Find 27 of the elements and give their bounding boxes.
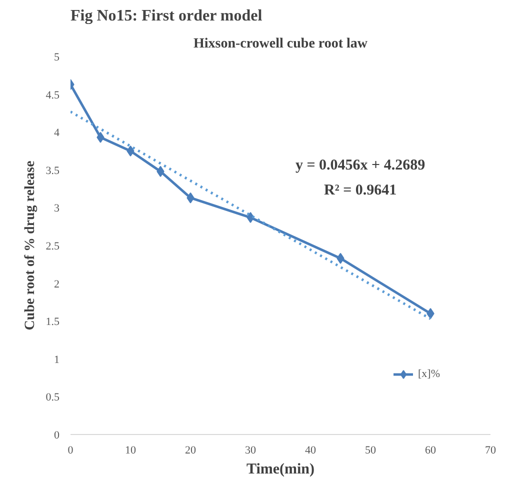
x-tick-label: 30 — [245, 444, 256, 456]
x-tick-label: 20 — [185, 444, 196, 456]
y-tick-label: 0.5 — [46, 392, 60, 404]
y-tick-label: 2.5 — [46, 240, 60, 252]
annotation: R² = 0.9641 — [324, 182, 397, 198]
x-tick-label: 40 — [305, 444, 316, 456]
y-tick-label: 4.5 — [46, 89, 60, 102]
x-tick-label: 0 — [68, 444, 74, 456]
y-tick-label: 1 — [54, 354, 60, 366]
x-tick-label: 60 — [425, 444, 436, 456]
y-tick-label: 0 — [54, 430, 60, 442]
legend-label: [x]% — [418, 368, 440, 380]
y-tick-label: 3 — [54, 202, 60, 215]
y-tick-label: 5 — [54, 52, 60, 64]
x-tick-label: 10 — [125, 444, 136, 456]
x-tick-label: 50 — [365, 444, 376, 456]
text: Fig No15: First order model — [70, 8, 263, 24]
y-axis-title: Cube root of % drug release — [22, 160, 38, 330]
point — [126, 146, 134, 156]
chart-title: Hixson-crowell cube root law — [193, 36, 368, 52]
annotation: y = 0.0456x + 4.2689 — [296, 158, 426, 174]
x-tick-label: 70 — [485, 444, 496, 456]
y-tick-label: 4 — [54, 127, 60, 140]
x-axis-title: Time(min) — [246, 462, 315, 478]
y-tick-label: 1.5 — [46, 316, 60, 328]
y-tick-label: 3.5 — [46, 164, 60, 177]
y-tick-label: 2 — [54, 278, 60, 290]
